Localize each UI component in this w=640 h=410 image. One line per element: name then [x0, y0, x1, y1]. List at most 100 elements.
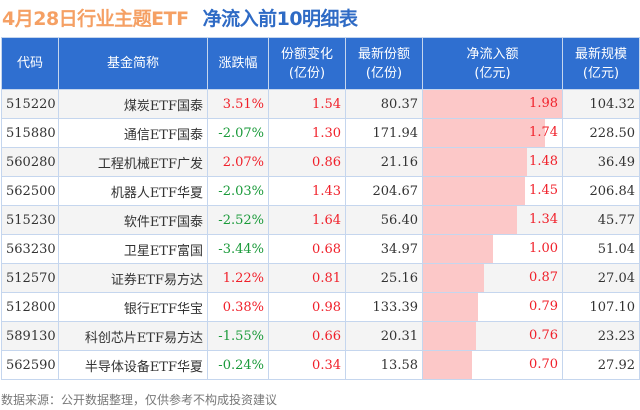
- latest-scale: 107.10: [562, 292, 640, 322]
- latest-scale: 206.84: [562, 176, 640, 206]
- share-change: 1.64: [268, 205, 346, 235]
- price-change: -3.44%: [207, 234, 269, 264]
- latest-shares: 21.16: [345, 147, 423, 177]
- fund-name: 通信ETF国泰: [58, 118, 208, 148]
- header-text: (亿份): [365, 65, 403, 81]
- latest-shares: 56.40: [345, 205, 423, 235]
- inflow-bar: [423, 264, 485, 292]
- fund-code: 560280: [1, 147, 59, 177]
- share-change: 0.68: [268, 234, 346, 264]
- price-change: 0.38%: [207, 292, 269, 322]
- fund-name: 软件ETF国泰: [58, 205, 208, 235]
- inflow-bar: [423, 90, 562, 118]
- fund-code: 589130: [1, 321, 59, 351]
- table-row: 512570 证券ETF易方达 1.22% 0.81 25.16 0.87 27…: [1, 263, 640, 293]
- header-text: 最新份额: [357, 46, 410, 62]
- latest-scale: 27.92: [562, 350, 640, 380]
- net-inflow: 1.48: [529, 154, 558, 169]
- column-header: 最新规模 (亿元): [562, 37, 640, 90]
- share-change: 0.34: [268, 350, 346, 380]
- column-header: 涨跌幅: [207, 37, 269, 90]
- price-change: -1.55%: [207, 321, 269, 351]
- share-change: 0.66: [268, 321, 346, 351]
- inflow-bar: [423, 119, 546, 147]
- fund-name: 机器人ETF华夏: [58, 176, 208, 206]
- inflow-bar: [423, 206, 518, 234]
- column-header: 净流入额 (亿元): [422, 37, 563, 90]
- fund-code: 562500: [1, 176, 59, 206]
- table-row: 589130 科创芯片ETF易方达 -1.55% 0.66 20.31 0.76…: [1, 321, 640, 351]
- header-text: (亿元): [582, 65, 620, 81]
- table-row: 562500 机器人ETF华夏 -2.03% 1.43 204.67 1.45 …: [1, 176, 640, 206]
- price-change: 2.07%: [207, 147, 269, 177]
- page-title: 4月28日行业主题ETF 净流入前10明细表: [2, 4, 358, 31]
- table-row: 515220 煤炭ETF国泰 3.51% 1.54 80.37 1.98 104…: [1, 89, 640, 119]
- latest-shares: 80.37: [345, 89, 423, 119]
- header-text: 基金简称: [106, 56, 159, 71]
- inflow-bar: [423, 177, 525, 205]
- net-inflow-cell: 1.98: [422, 89, 563, 119]
- net-inflow: 1.74: [529, 125, 558, 140]
- latest-shares: 20.31: [345, 321, 423, 351]
- column-header: 代码: [1, 37, 59, 90]
- fund-code: 562590: [1, 350, 59, 380]
- net-inflow-cell: 1.48: [422, 147, 563, 177]
- share-change: 1.30: [268, 118, 346, 148]
- header-text: 净流入额: [466, 46, 519, 62]
- share-change: 0.81: [268, 263, 346, 293]
- latest-shares: 34.97: [345, 234, 423, 264]
- title-subject: 净流入前10明细表: [202, 8, 358, 30]
- latest-scale: 228.50: [562, 118, 640, 148]
- fund-name: 证券ETF易方达: [58, 263, 208, 293]
- net-inflow: 0.87: [529, 270, 558, 285]
- latest-scale: 27.04: [562, 263, 640, 293]
- price-change: -2.52%: [207, 205, 269, 235]
- latest-shares: 25.16: [345, 263, 423, 293]
- net-inflow: 1.00: [529, 241, 558, 256]
- fund-code: 515880: [1, 118, 59, 148]
- table-row: 515230 软件ETF国泰 -2.52% 1.64 56.40 1.34 45…: [1, 205, 640, 235]
- fund-name: 科创芯片ETF易方达: [58, 321, 208, 351]
- fund-name: 卫星ETF富国: [58, 234, 208, 264]
- net-inflow: 0.76: [529, 328, 558, 343]
- net-inflow-cell: 1.00: [422, 234, 563, 264]
- latest-scale: 36.49: [562, 147, 640, 177]
- fund-code: 512800: [1, 292, 59, 322]
- net-inflow-cell: 1.74: [422, 118, 563, 148]
- share-change: 1.43: [268, 176, 346, 206]
- latest-shares: 133.39: [345, 292, 423, 322]
- inflow-bar: [423, 322, 477, 350]
- price-change: 3.51%: [207, 89, 269, 119]
- net-inflow: 0.79: [529, 299, 558, 314]
- latest-shares: 171.94: [345, 118, 423, 148]
- net-inflow-cell: 0.79: [422, 292, 563, 322]
- header-text: 最新规模: [574, 46, 627, 62]
- header-text: 份额变化: [280, 46, 333, 62]
- column-header: 基金简称: [58, 37, 208, 90]
- share-change: 0.98: [268, 292, 346, 322]
- latest-shares: 13.58: [345, 350, 423, 380]
- latest-scale: 23.23: [562, 321, 640, 351]
- net-inflow-cell: 0.70: [422, 350, 563, 380]
- price-change: -2.07%: [207, 118, 269, 148]
- etf-table: 代码 基金简称 涨跌幅 份额变化 (亿份) 最新份额 (亿份) 净流入额 (亿元) 最新规模 (亿元…: [1, 37, 640, 380]
- net-inflow-cell: 0.87: [422, 263, 563, 293]
- header-text: (亿元): [474, 65, 511, 81]
- table-row: 560280 工程机械ETF广发 2.07% 0.86 21.16 1.48 3…: [1, 147, 640, 177]
- fund-name: 工程机械ETF广发: [58, 147, 208, 177]
- price-change: -0.24%: [207, 350, 269, 380]
- inflow-bar: [423, 351, 473, 379]
- net-inflow-cell: 1.45: [422, 176, 563, 206]
- price-change: -2.03%: [207, 176, 269, 206]
- source-note: 数据来源：公开数据整理，仅供参考不构成投资建议: [1, 393, 278, 407]
- latest-scale: 45.77: [562, 205, 640, 235]
- inflow-bar: [423, 293, 479, 321]
- fund-code: 512570: [1, 263, 59, 293]
- header-text: 涨跌幅: [218, 56, 258, 71]
- fund-code: 563230: [1, 234, 59, 264]
- latest-shares: 204.67: [345, 176, 423, 206]
- table-row: 562590 半导体设备ETF华夏 -0.24% 0.34 13.58 0.70…: [1, 350, 640, 380]
- column-header: 份额变化 (亿份): [268, 37, 346, 90]
- table-row: 512800 银行ETF华宝 0.38% 0.98 133.39 0.79 10…: [1, 292, 640, 322]
- price-change: 1.22%: [207, 263, 269, 293]
